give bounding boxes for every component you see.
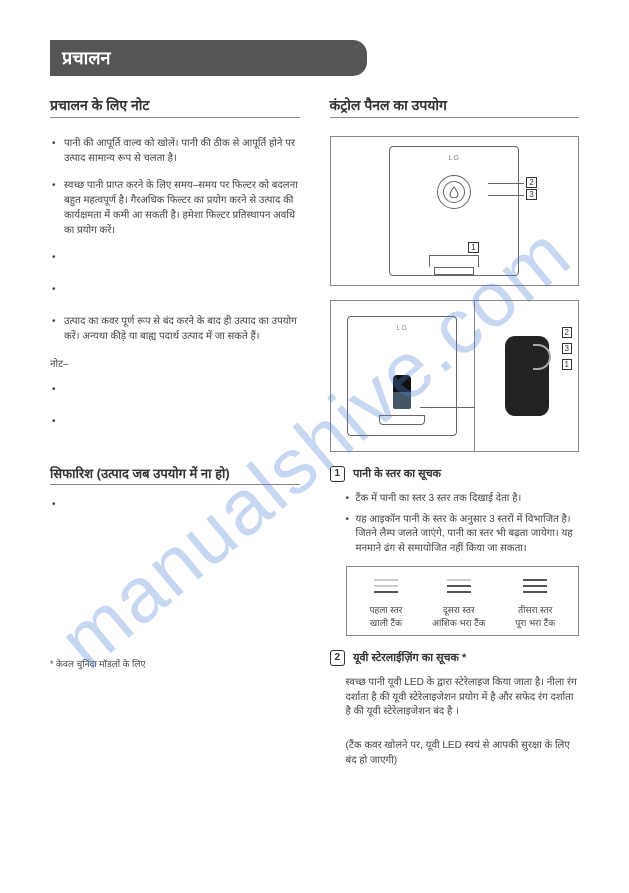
level-bars-icon xyxy=(374,577,398,597)
recommendation-list xyxy=(50,497,300,517)
callout-2: 2 xyxy=(526,177,536,188)
note-item xyxy=(52,250,300,270)
level-bars-icon xyxy=(447,577,471,597)
level-2: दूसरा स्तर आंशिक भरा टैंक xyxy=(432,577,485,629)
note-label: नोट– xyxy=(50,356,300,370)
lg-logo-icon: LG xyxy=(449,155,460,162)
footnote: * केवल चुनिंदा मॉडलों के लिए xyxy=(50,657,300,670)
level-1: पहला स्तर खाली टैंक xyxy=(369,577,402,629)
callout-1: 1 xyxy=(468,242,478,253)
two-column-layout: प्रचालन के लिए नोट पानी की आपूर्ति वाल्व… xyxy=(50,96,579,768)
device-figure-detail: LG 2 3 1 xyxy=(330,300,580,452)
device-figure-front: LG 2 3 1 xyxy=(330,136,580,286)
callout-3: 3 xyxy=(562,343,572,354)
dial-icon xyxy=(437,175,471,209)
nozzle-icon xyxy=(393,375,411,409)
notes-after-list xyxy=(50,382,300,434)
drop-icon xyxy=(443,181,465,203)
rec-item xyxy=(52,497,300,517)
list-item: यह आइकॉन पानी के स्तर के अनुसार 3 स्तरों… xyxy=(346,513,580,557)
spout-icon xyxy=(429,255,479,277)
notes-title: प्रचालन के लिए नोट xyxy=(50,96,300,118)
right-column: कंट्रोल पैनल का उपयोग LG 2 3 1 xyxy=(330,96,580,768)
lg-logo-icon: LG xyxy=(397,325,408,332)
water-level-box: पहला स्तर खाली टैंक दूसरा स्तर आंशिक भरा… xyxy=(346,566,580,636)
recommendation-title: सिफारिश (उत्पाद जब उपयोग में ना हो) xyxy=(50,464,300,485)
callout-3: 3 xyxy=(526,189,536,200)
indicator-2-header: 2 यूवी स्टेरलाईज़िंग का सूचक * xyxy=(330,650,580,666)
level-sub: आंशिक भरा टैंक xyxy=(432,616,485,629)
notes-list: पानी की आपूर्ति वाल्व को खोलें। पानी की … xyxy=(50,136,300,344)
level-label: दूसरा स्तर xyxy=(432,603,485,616)
level-bars-icon xyxy=(523,577,547,597)
indicator-1-title: पानी के स्तर का सूचक xyxy=(353,466,579,481)
note-item: स्वच्छ पानी प्राप्त करने के लिए समय–समय … xyxy=(52,178,300,238)
level-3: तीसरा स्तर पूरा भरा टैंक xyxy=(515,577,555,629)
indicator-number-2: 2 xyxy=(330,650,346,666)
indicator-number-1: 1 xyxy=(330,466,346,482)
note-item xyxy=(52,414,300,434)
level-sub: खाली टैंक xyxy=(369,616,402,629)
page-header: प्रचालन xyxy=(50,40,367,76)
note-item xyxy=(52,282,300,302)
control-panel-title: कंट्रोल पैनल का उपयोग xyxy=(330,96,580,118)
callout-2: 2 xyxy=(562,327,572,338)
safety-note: (टैंक कवर खोलने पर, यूवी LED स्वयं से आप… xyxy=(330,738,580,768)
callout-1: 1 xyxy=(562,359,572,370)
indicator-1-header: 1 पानी के स्तर का सूचक xyxy=(330,466,580,482)
note-item xyxy=(52,382,300,402)
note-item: पानी की आपूर्ति वाल्व को खोलें। पानी की … xyxy=(52,136,300,166)
left-column: प्रचालन के लिए नोट पानी की आपूर्ति वाल्व… xyxy=(50,96,300,768)
cap-icon xyxy=(505,336,549,416)
note-item: उत्पाद का कवर पूर्ण रूप से बंद करने के ब… xyxy=(52,314,300,344)
list-item: टैंक में पानी का स्तर 3 स्तर तक दिखाई दे… xyxy=(346,492,580,507)
level-label: तीसरा स्तर xyxy=(515,603,555,616)
arc-icon xyxy=(533,344,551,370)
device-body-icon: LG 2 3 1 xyxy=(389,146,519,276)
indicator-2-text: स्वच्छ पानी यूवी LED के द्वारा स्टेरेलाइ… xyxy=(346,676,580,720)
level-sub: पूरा भरा टैंक xyxy=(515,616,555,629)
level-label: पहला स्तर xyxy=(369,603,402,616)
indicator-1-bullets: टैंक में पानी का स्तर 3 स्तर तक दिखाई दे… xyxy=(346,492,580,556)
indicator-2-title: यूवी स्टेरलाईज़िंग का सूचक * xyxy=(353,650,579,665)
